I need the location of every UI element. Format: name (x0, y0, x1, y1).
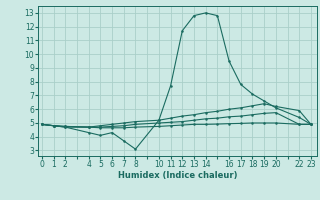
X-axis label: Humidex (Indice chaleur): Humidex (Indice chaleur) (118, 171, 237, 180)
